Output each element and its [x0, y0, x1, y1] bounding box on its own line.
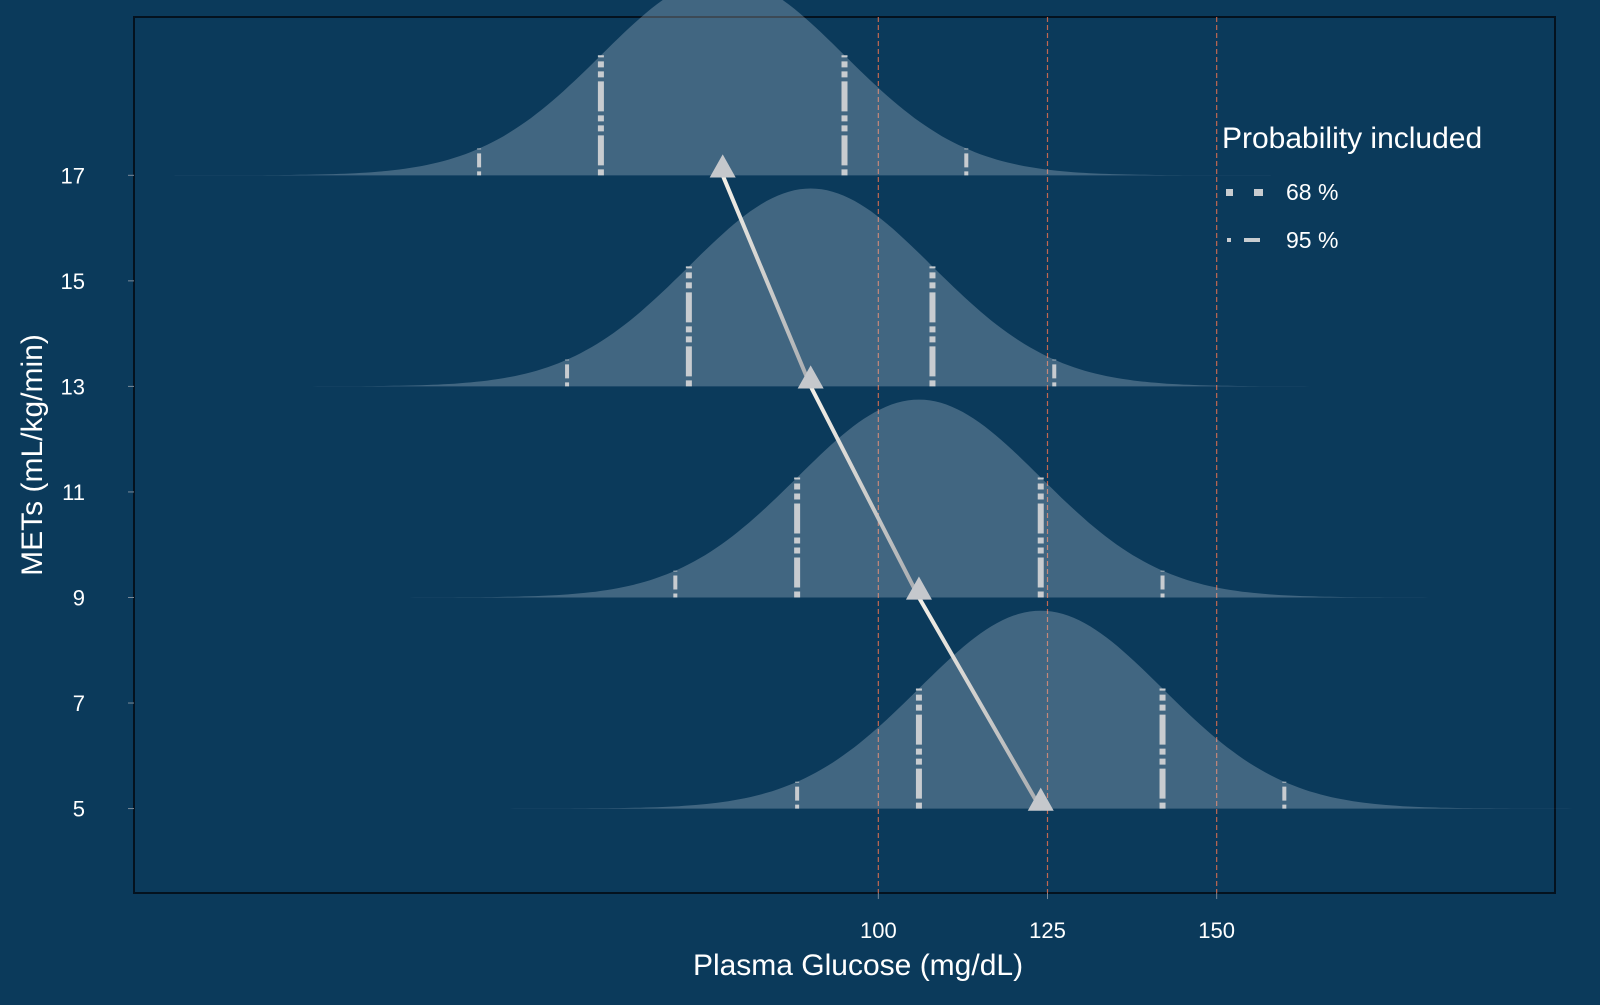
legend-key-dash-b-0: [1254, 189, 1263, 196]
y-axis: 5 7 9 11 13 15 17: [61, 163, 134, 822]
trend-segment-9-13: [808, 384, 921, 600]
x-tick-label-150: 150: [1198, 918, 1235, 943]
y-axis-label: METs (mL/kg/min): [16, 334, 49, 576]
density-curve-mets-17: [174, 0, 1271, 176]
mean-marker-mets-9: [905, 576, 932, 600]
trend-segment-5-9: [916, 595, 1043, 811]
mean-markers: [709, 154, 1054, 811]
legend-label-1: 95 %: [1286, 227, 1338, 253]
legend: Probability included 68 % 95 %: [1222, 122, 1482, 253]
mean-marker-mets-5: [1027, 787, 1054, 811]
interval-marks: [477, 55, 1287, 809]
y-tick-label-17: 17: [61, 163, 85, 188]
y-tick-label-9: 9: [73, 585, 85, 610]
legend-title: Probability included: [1222, 122, 1482, 155]
mean-marker-mets-17: [709, 154, 736, 178]
density-curve-mets-9: [370, 399, 1468, 598]
density-curves: [174, 0, 1589, 809]
x-tick-label-125: 125: [1029, 918, 1066, 943]
y-tick-label-5: 5: [73, 797, 85, 822]
x-tick-label-100: 100: [860, 918, 897, 943]
legend-key-dash-1: [1244, 238, 1260, 242]
legend-key-dot-1: [1227, 238, 1231, 242]
density-curve-mets-13: [262, 188, 1359, 387]
density-curve-mets-5: [492, 610, 1589, 809]
y-tick-label-15: 15: [61, 269, 85, 294]
legend-label-0: 68 %: [1286, 179, 1338, 205]
trend-segment-13-17: [720, 173, 813, 389]
y-tick-label-11: 11: [62, 480, 85, 505]
reference-lines: [877, 17, 1218, 893]
x-axis: 100 125 150: [860, 893, 1235, 943]
x-axis-label: Plasma Glucose (mg/dL): [693, 949, 1023, 982]
legend-key-dash-a-0: [1226, 189, 1233, 196]
y-tick-label-7: 7: [73, 691, 85, 716]
mean-marker-mets-13: [797, 365, 824, 389]
trend-line: [720, 173, 1043, 811]
y-tick-label-13: 13: [61, 374, 85, 399]
